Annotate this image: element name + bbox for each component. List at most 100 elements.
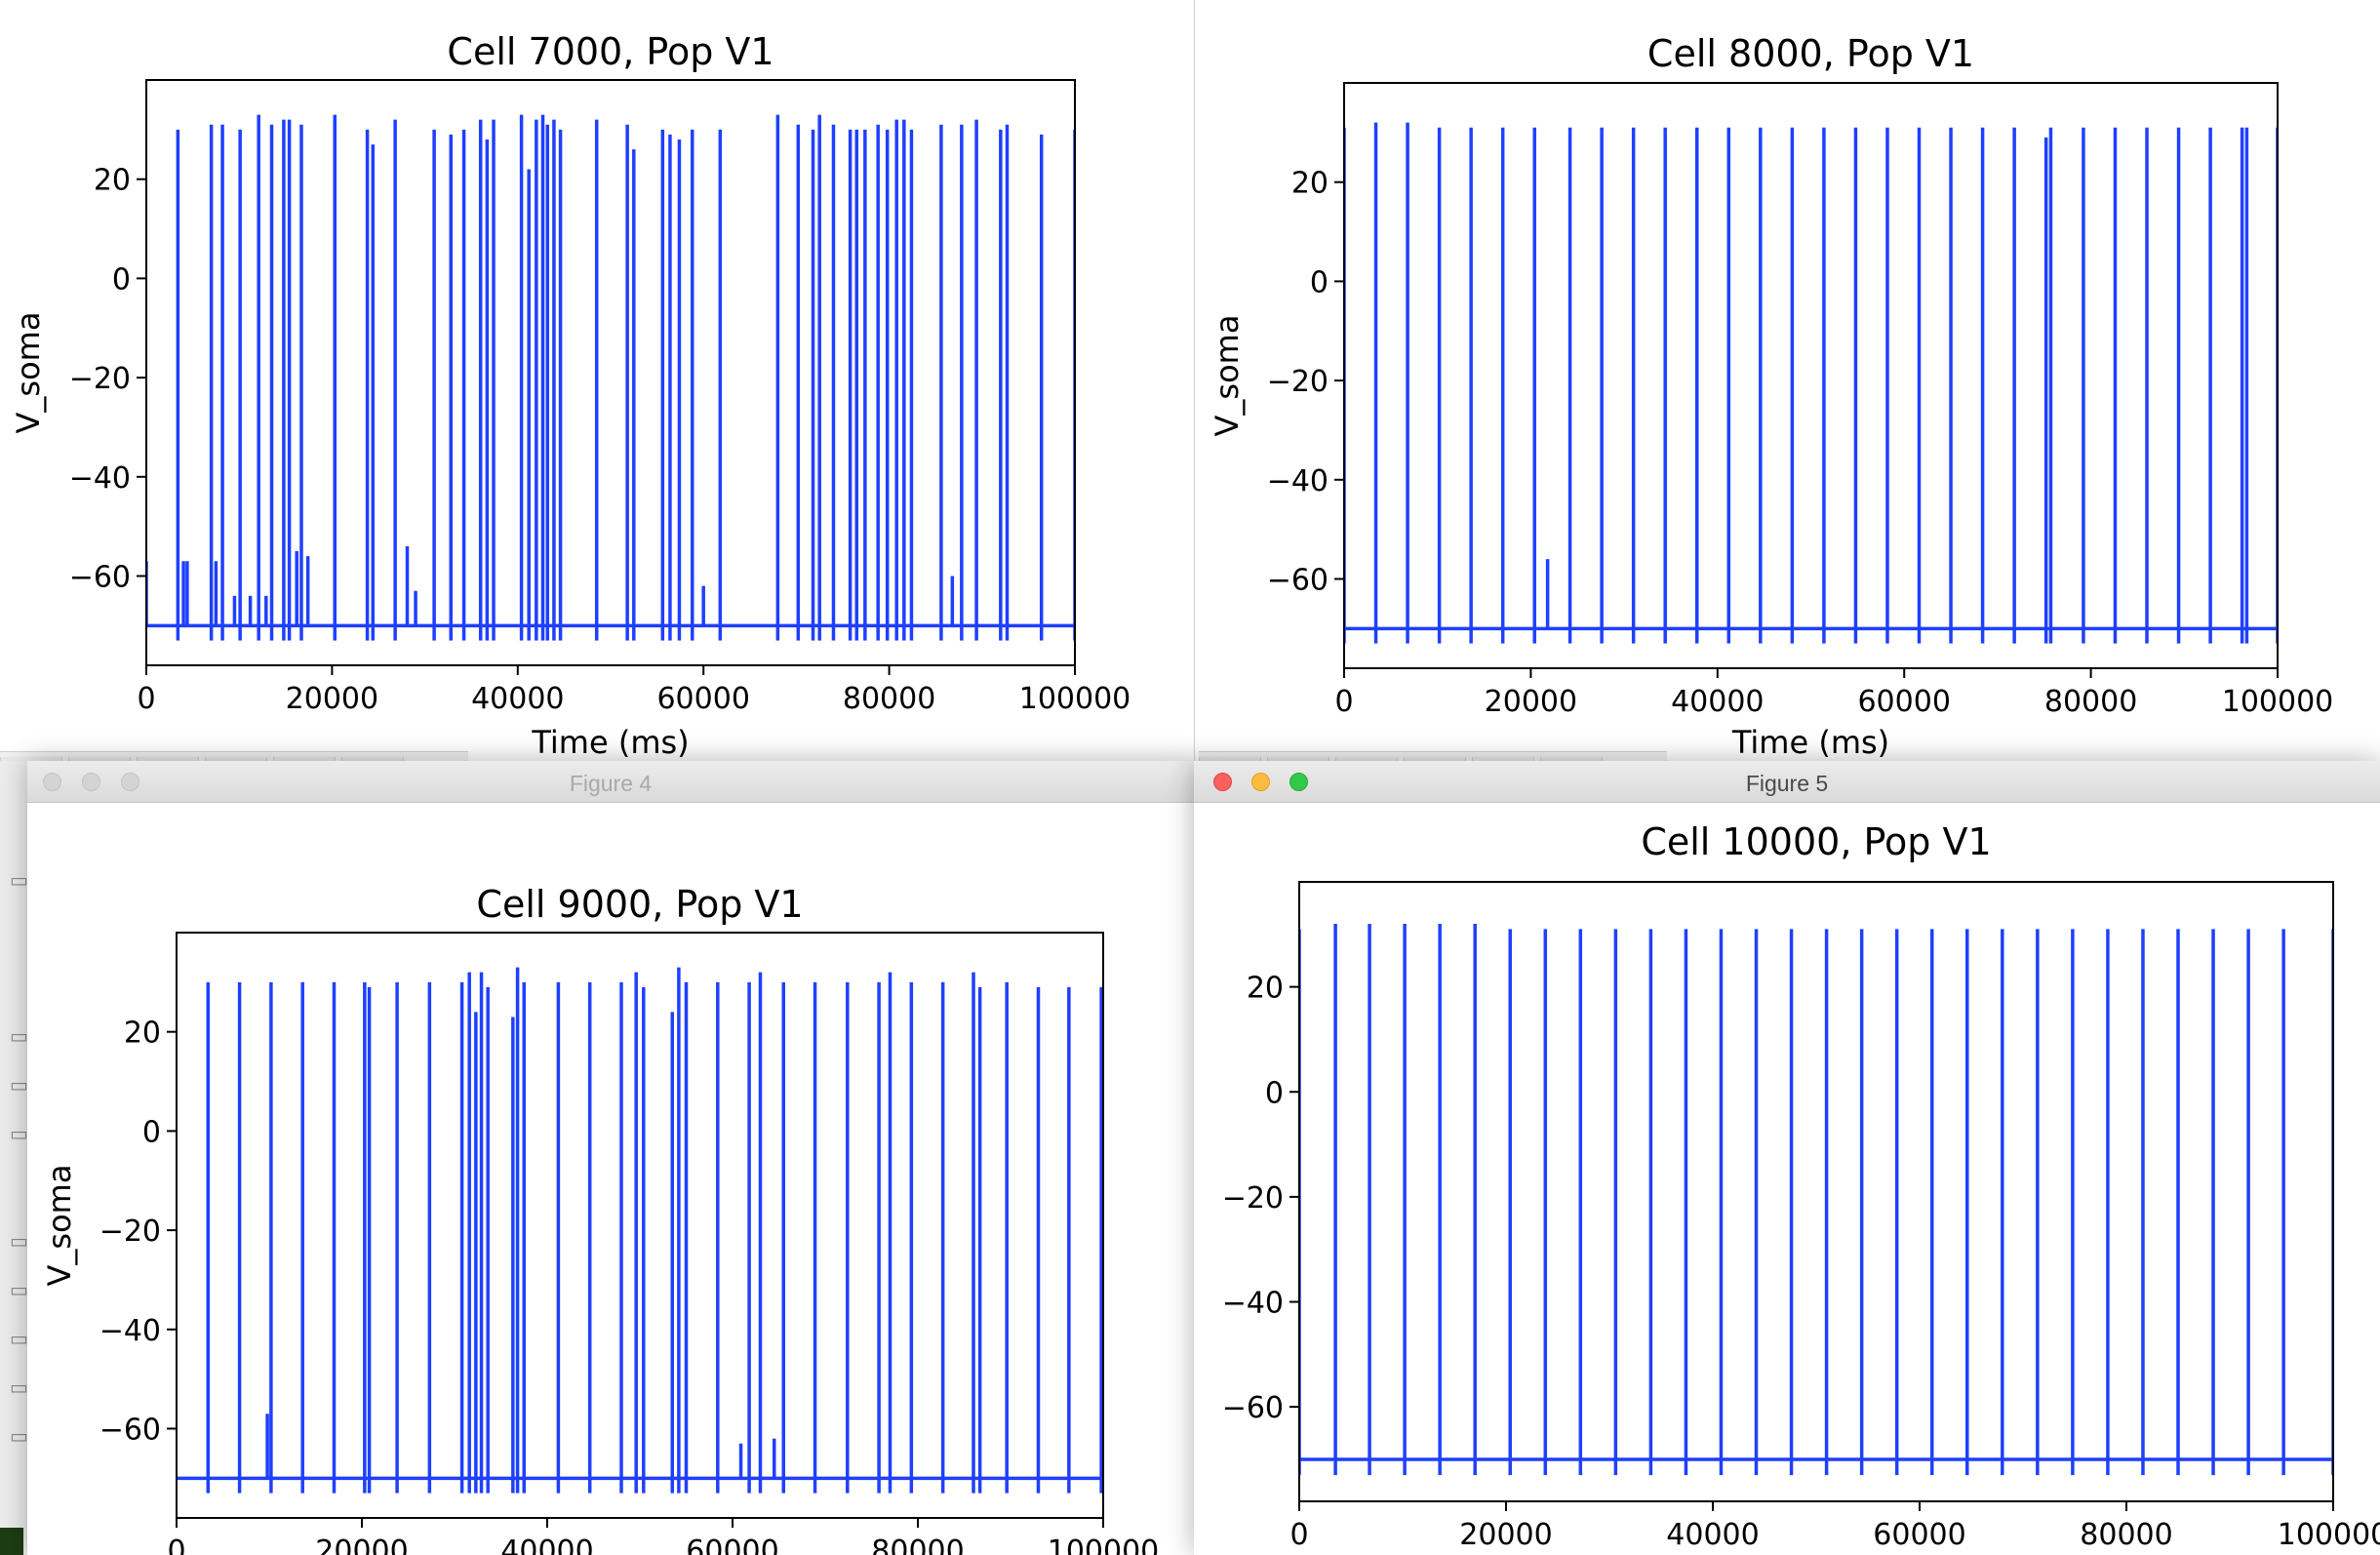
y-tick-label: 0 [1265,1076,1284,1110]
folder-icon: ▭ [10,1376,28,1399]
y-tick-label: −20 [1222,1181,1284,1216]
x-tick-label: 60000 [686,1535,778,1555]
home-button[interactable] [1199,757,1261,761]
figure-window-top-right: Cell 8000, Pop V1 V_soma Time (ms) 20 0 −20 −4… [1194,0,2380,761]
y-tick-label: −40 [1222,1287,1284,1321]
x-tick-label: 80000 [2044,685,2137,719]
folder-icon: ▭ [10,1278,28,1301]
forward-button[interactable] [137,757,199,761]
x-axis-label: Time (ms) [1731,724,1889,761]
x-tick-label: 0 [137,682,155,716]
figure-window-top-left: Cell 7000, Pop V1 V_soma Time (ms) 20 0 −20 −4… [0,0,1194,761]
chart-cell-10000: Cell 10000, Pop V1 20 0 −20 −40 −60 0 20000 4000… [1222,820,2380,1552]
x-tick-label: 0 [1334,685,1353,719]
folder-icon: ▭ [10,1424,28,1448]
x-tick-label: 100000 [1019,682,1131,716]
y-tick-label: −40 [1267,464,1329,498]
y-tick-label: −20 [1267,365,1329,399]
x-tick-label: 100000 [1048,1535,1160,1555]
zoom-window-button[interactable] [1289,773,1308,791]
y-tick-label: −40 [99,1314,161,1348]
figure-5-titlebar[interactable]: Figure 5 [1194,761,2380,803]
figure-5-window: Figure 5 Cell 10000, Pop V1 20 0 −20 −40 −60 0… [1194,761,2380,1555]
x-tick-label: 100000 [2222,685,2334,719]
y-tick-label: 20 [1247,972,1284,1006]
desktop-corner [0,1528,23,1555]
x-tick-label: 80000 [871,1535,964,1555]
folder-icon: ▭ [10,1229,28,1253]
y-tick-label: 0 [142,1115,161,1149]
x-tick-label: 20000 [1459,1518,1552,1552]
x-tick-label: 0 [167,1535,185,1555]
window-title: Figure 4 [569,771,653,796]
folder-icon: ▭ [10,1073,28,1096]
home-button[interactable] [0,757,62,761]
minimize-button[interactable] [1251,773,1270,791]
plot-frame [1343,82,2279,669]
x-tick-label: 100000 [2278,1518,2380,1552]
x-tick-label: 60000 [1857,685,1950,719]
x-tick-label: 40000 [1666,1518,1759,1552]
plot-frame [145,79,1076,666]
minimize-button[interactable] [82,773,100,791]
plot-frame [1298,881,2334,1502]
window-title: Figure 5 [1745,771,1829,796]
x-tick-label: 0 [1289,1518,1308,1552]
zoom-window-button[interactable] [121,773,139,791]
pan-button[interactable] [205,757,267,761]
chart-cell-7000: Cell 7000, Pop V1 V_soma Time (ms) 20 0 −20 −4… [10,30,1131,761]
close-button[interactable] [43,773,61,791]
y-tick-label: 20 [124,1017,161,1051]
y-axis-label: V_soma [41,1165,78,1287]
close-button[interactable] [1213,773,1232,791]
x-tick-label: 40000 [500,1535,593,1555]
voltage-trace [177,967,1103,1494]
chart-title: Cell 10000, Pop V1 [1641,820,1991,863]
y-tick-label: −60 [1267,563,1329,597]
y-tick-label: −60 [69,560,131,594]
figure-toolbar [0,751,468,761]
voltage-trace [146,114,1075,641]
folder-icon: ▭ [10,868,28,892]
desktop-sidebar-sliver: ▭ ▭ ▭ ▭ ▭ ▭ ▭ ▭ ▭ [0,751,29,1555]
voltage-trace [1299,924,2333,1476]
y-tick-label: 20 [94,164,131,198]
y-axis-label: V_soma [10,312,47,434]
y-tick-label: 20 [1291,167,1329,201]
x-axis-label: Time (ms) [531,724,689,761]
x-tick-label: 40000 [471,682,564,716]
back-button[interactable] [1267,757,1329,761]
y-tick-label: −60 [99,1413,161,1447]
chart-cell-8000: Cell 8000, Pop V1 V_soma Time (ms) 20 0 −20 −4… [1209,32,2334,761]
folder-icon: ▭ [10,1024,28,1048]
chart-title: Cell 8000, Pop V1 [1647,32,1974,75]
x-tick-label: 80000 [2080,1518,2172,1552]
configure-button[interactable] [1540,757,1603,761]
pan-button[interactable] [1404,757,1466,761]
zoom-button[interactable] [273,757,336,761]
y-axis-label: V_soma [1209,315,1246,437]
y-tick-label: −20 [69,362,131,396]
x-tick-label: 80000 [843,682,935,716]
y-tick-label: 0 [1310,265,1329,299]
y-tick-label: 0 [112,262,131,297]
x-tick-label: 40000 [1671,685,1764,719]
configure-button[interactable] [341,757,404,761]
y-tick-label: −20 [99,1215,161,1249]
x-tick-label: 60000 [656,682,749,716]
voltage-trace [1344,122,2278,644]
figure-4-titlebar[interactable]: Figure 4 [27,761,1194,803]
y-tick-label: −40 [69,461,131,496]
x-tick-label: 20000 [315,1535,408,1555]
figure-toolbar [1199,751,1667,761]
y-tick-label: −60 [1222,1391,1284,1425]
folder-icon: ▭ [10,1122,28,1145]
zoom-button[interactable] [1472,757,1534,761]
forward-button[interactable] [1335,757,1398,761]
back-button[interactable] [68,757,131,761]
x-tick-label: 20000 [1485,685,1577,719]
chart-title: Cell 7000, Pop V1 [447,30,774,73]
x-tick-label: 60000 [1873,1518,1965,1552]
